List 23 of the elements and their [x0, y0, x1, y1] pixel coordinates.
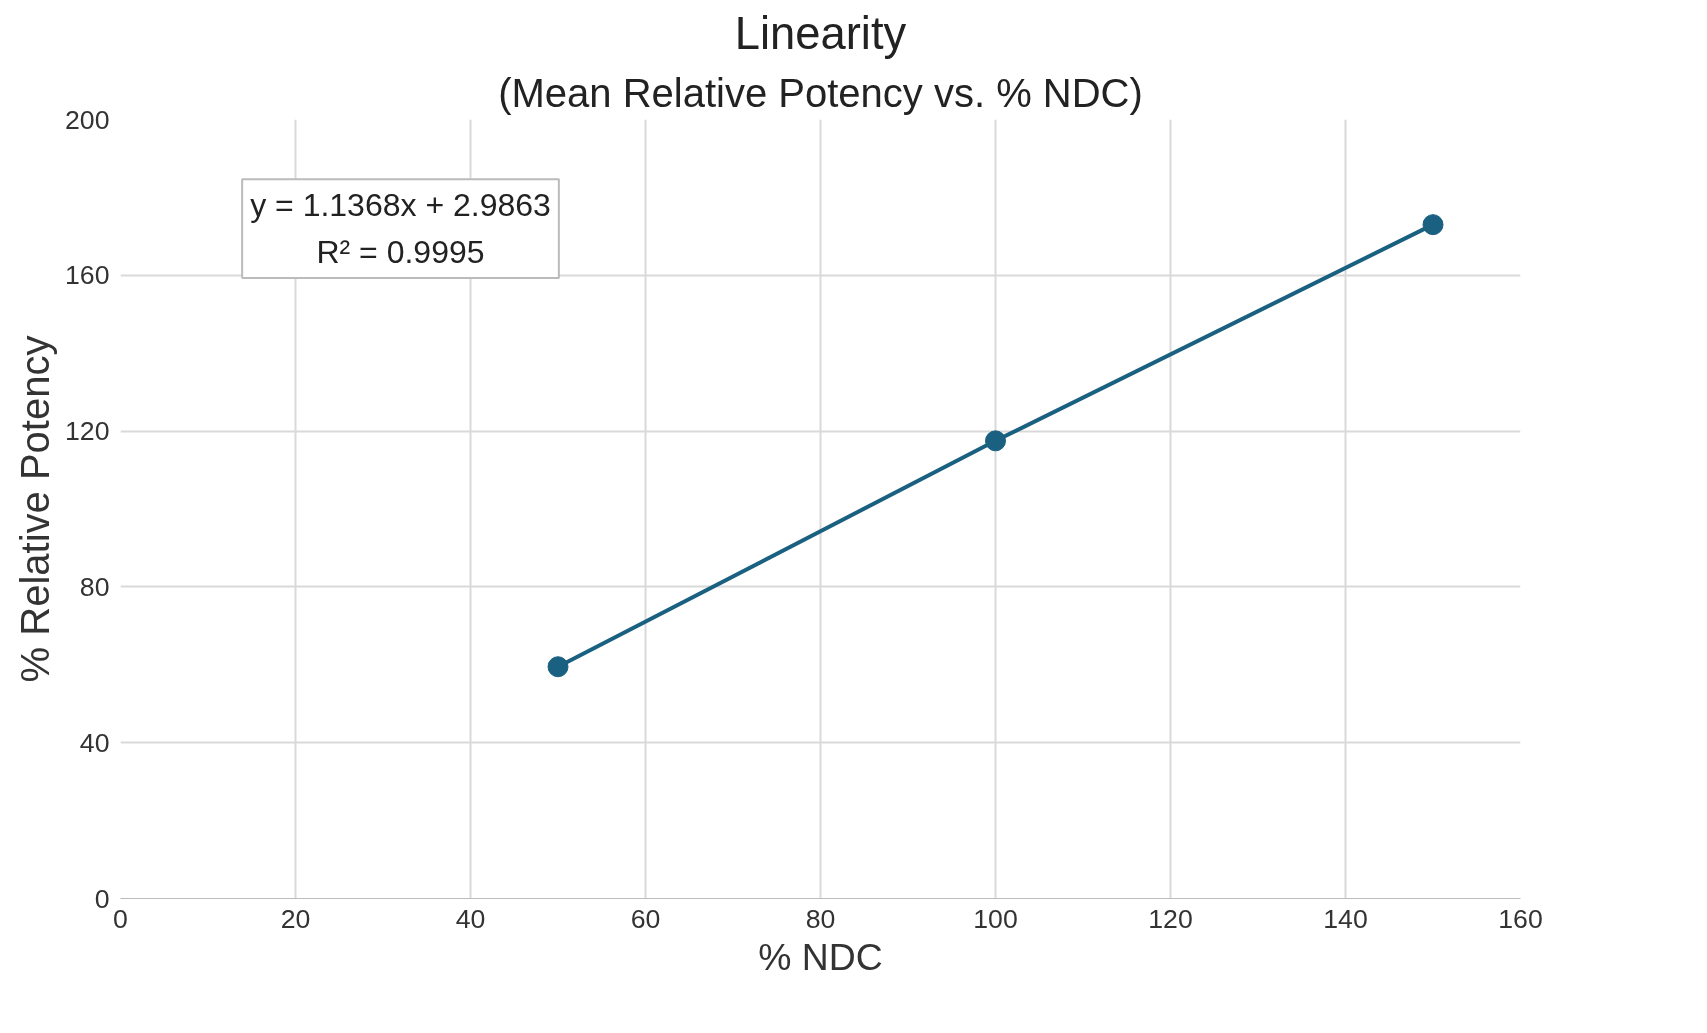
y-tick-label: 200 [65, 104, 110, 135]
x-tick-label: 140 [1323, 903, 1368, 934]
chart-title: Linearity [734, 7, 907, 59]
y-tick-label: 40 [79, 727, 110, 758]
y-axis-title: % Relative Potency [13, 335, 58, 683]
chart-subtitle: (Mean Relative Potency vs. % NDC) [498, 70, 1143, 115]
point [1422, 214, 1444, 236]
x-tick-label: 100 [973, 903, 1018, 934]
x-tick-label: 80 [805, 903, 836, 934]
x-tick-label: 60 [630, 903, 661, 934]
y-tick-label: 160 [65, 260, 110, 291]
x-tick-label: 160 [1498, 903, 1543, 934]
x-tick-label: 120 [1148, 903, 1193, 934]
annotation: y = 1.1368x + 2.9863 [250, 187, 551, 224]
annotation: R² = 0.9995 [316, 233, 485, 270]
y-tick-label: 120 [65, 416, 110, 447]
y-tick-label: 0 [94, 883, 110, 914]
y-tick-label: 80 [79, 571, 110, 602]
point [547, 656, 569, 678]
x-tick-label: 20 [280, 903, 311, 934]
point [985, 430, 1006, 452]
x-tick-label: 40 [455, 903, 486, 934]
x-axis-title: % NDC [758, 935, 883, 978]
